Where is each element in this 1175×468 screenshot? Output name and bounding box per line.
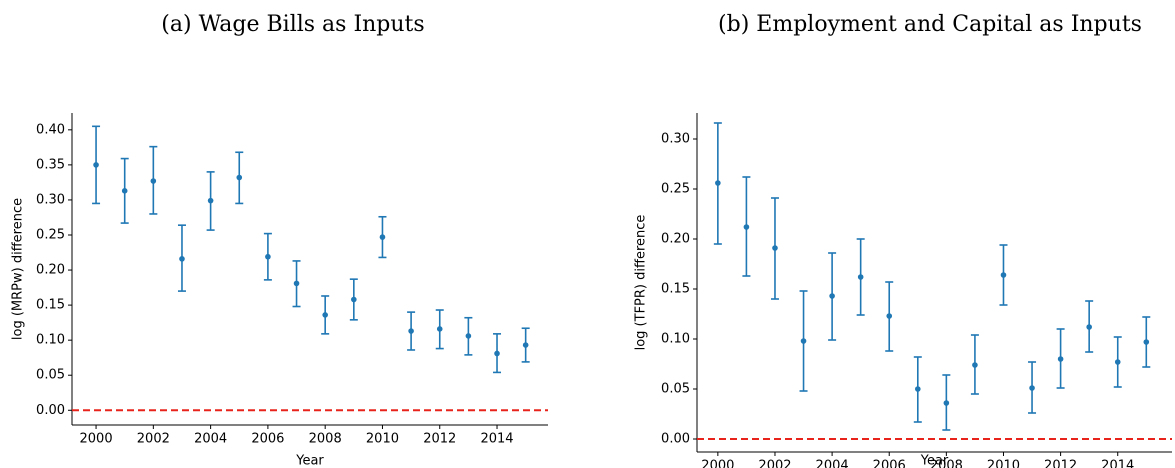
x-tick-label: 2002	[137, 432, 170, 447]
x-tick-label: 2006	[251, 432, 284, 447]
point	[715, 180, 721, 186]
point	[236, 174, 243, 181]
point	[1086, 324, 1092, 330]
x-tick-label: 2010	[987, 459, 1020, 468]
y-tick-label: 0.15	[661, 282, 690, 297]
y-tick-label: 0.30	[36, 192, 65, 207]
chart-title: (b) Employment and Capital as Inputs	[718, 12, 1142, 37]
x-tick-label: 2014	[480, 432, 513, 447]
point	[772, 245, 778, 251]
point	[1143, 339, 1150, 345]
point	[914, 386, 921, 392]
point	[207, 197, 214, 204]
x-tick-label: 2014	[1101, 459, 1134, 468]
y-tick-label: 0.35	[36, 157, 65, 172]
point	[93, 162, 99, 168]
chart-title: (a) Wage Bills as Inputs	[161, 12, 424, 37]
point	[800, 338, 807, 344]
x-tick-label: 2010	[366, 432, 399, 447]
x-tick-label: 2012	[1044, 459, 1077, 468]
point	[1029, 385, 1035, 391]
y-tick-label: 0.25	[36, 227, 65, 242]
point	[743, 224, 750, 230]
point	[1000, 272, 1007, 278]
x-tick-label: 2006	[873, 459, 906, 468]
y-tick-label: 0.20	[661, 232, 690, 247]
x-tick-label: 2012	[423, 432, 456, 447]
y-tick-label: 0.10	[36, 333, 65, 348]
x-tick-label: 2002	[758, 459, 791, 468]
point	[1057, 356, 1064, 362]
x-tick-label: 2004	[816, 459, 849, 468]
point	[857, 274, 864, 280]
y-tick-label: 0.40	[36, 122, 65, 137]
point	[886, 313, 893, 319]
y-tick-label: 0.00	[36, 403, 65, 418]
point	[293, 280, 300, 287]
y-tick-label: 0.20	[36, 263, 65, 278]
point	[322, 312, 328, 318]
x-tick-label: 2000	[701, 459, 734, 468]
point	[379, 234, 386, 240]
point	[465, 333, 472, 339]
point	[351, 296, 357, 303]
x-tick-label: 2004	[194, 432, 227, 447]
point	[494, 350, 500, 357]
point	[972, 362, 978, 368]
point	[943, 400, 950, 406]
point	[408, 328, 414, 334]
x-tick-label: 2008	[930, 459, 963, 468]
point	[1114, 359, 1121, 365]
x-axis-label: Year	[295, 454, 324, 468]
y-axis-label: log (TFPR) difference	[634, 215, 649, 351]
x-tick-label: 2000	[80, 432, 113, 447]
point	[121, 188, 128, 194]
point	[179, 256, 185, 262]
x-axis-label: Year	[920, 454, 949, 468]
y-tick-label: 0.05	[661, 382, 690, 397]
y-tick-label: 0.05	[36, 368, 65, 383]
x-tick-label: 2008	[309, 432, 342, 447]
point	[829, 293, 835, 299]
y-tick-label: 0.10	[661, 332, 690, 347]
point	[265, 253, 271, 260]
y-tick-label: 0.00	[661, 432, 690, 447]
y-tick-label: 0.30	[661, 132, 690, 147]
y-tick-label: 0.15	[36, 298, 65, 313]
y-axis-label: log (MRPw) difference	[11, 198, 26, 340]
point	[150, 178, 157, 184]
y-tick-label: 0.25	[661, 182, 690, 197]
point	[436, 326, 443, 332]
point	[522, 342, 529, 348]
